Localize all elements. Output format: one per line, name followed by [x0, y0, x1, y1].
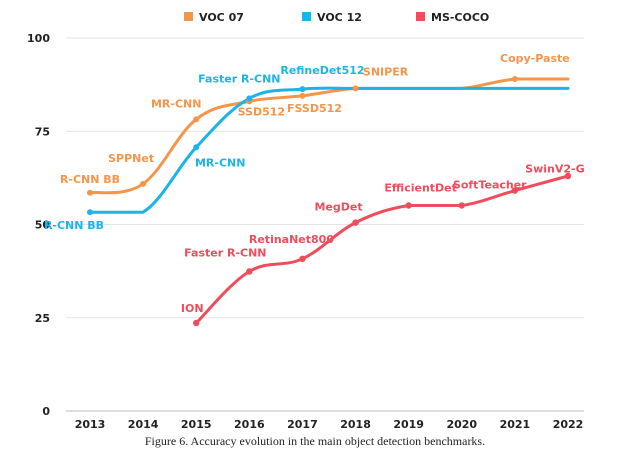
point-ms-coco-2017 — [299, 255, 306, 263]
x-tick-2021: 2021 — [500, 418, 531, 431]
label-ms-coco-efficientdet: EfficientDet — [384, 181, 456, 194]
y-tick-75: 75 — [35, 125, 50, 138]
x-tick-2015: 2015 — [181, 418, 212, 431]
label-voc-12-faster-r-cnn: Faster R-CNN — [198, 72, 280, 85]
chart-gridlines — [66, 37, 584, 412]
point-voc-07-2021 — [511, 76, 518, 83]
x-tick-2017: 2017 — [287, 418, 318, 431]
label-ms-coco-faster-r-cnn: Faster R-CNN — [184, 246, 266, 259]
legend-label-voc-12: VOC 12 — [317, 11, 362, 24]
point-ms-coco-2015 — [193, 319, 200, 327]
x-tick-2018: 2018 — [340, 418, 371, 431]
x-tick-2016: 2016 — [234, 418, 265, 431]
point-ms-coco-2020 — [458, 202, 465, 209]
y-tick-50: 50 — [35, 219, 51, 232]
label-ms-coco-swinv2-g: SwinV2-G — [525, 163, 584, 176]
label-voc-07-sppnet: SPPNet — [108, 152, 154, 165]
label-ms-coco-retinanet800: RetinaNet800 — [249, 233, 334, 246]
y-axis-tick-labels: 0 25 50 75 100 — [27, 32, 50, 418]
x-axis-tick-labels: 2013 2014 2015 2016 2017 2018 2019 2020 2021 2022 — [75, 418, 584, 431]
point-voc-07-2017 — [299, 92, 306, 99]
y-tick-25: 25 — [35, 312, 50, 325]
x-tick-2022: 2022 — [553, 418, 584, 431]
figure-caption: Figure 6. Accuracy evolution in the main… — [144, 434, 486, 448]
point-ms-coco-2022 — [564, 172, 572, 180]
point-labels: R-CNN BB SPPNet MR-CNN SSD512 FSSD512 SNIPER C… — [44, 52, 585, 315]
point-ms-coco-2018 — [352, 219, 359, 226]
point-voc-12-2016 — [246, 95, 253, 102]
x-tick-2014: 2014 — [128, 418, 159, 431]
point-ms-coco-2016 — [246, 268, 253, 275]
point-ms-coco-2021 — [511, 187, 519, 194]
point-voc-07-2014 — [140, 180, 147, 187]
label-voc-07-ssd512: SSD512 — [238, 105, 285, 118]
label-voc-07-mr-cnn: MR-CNN — [151, 97, 201, 110]
legend-label-voc-07: VOC 07 — [199, 11, 244, 24]
chart-legend: VOC 07 VOC 12 MS-COCO — [184, 11, 489, 24]
point-voc-12-2013 — [87, 209, 93, 216]
label-voc-12-refinedet512: RefineDet512 — [280, 64, 364, 77]
label-voc-07-copy-paste: Copy-Paste — [500, 52, 570, 65]
label-voc-07-r-cnn-bb: R-CNN BB — [60, 173, 120, 186]
y-tick-100: 100 — [27, 32, 50, 45]
y-tick-0: 0 — [42, 405, 50, 418]
x-tick-2020: 2020 — [446, 418, 477, 431]
point-ms-coco-2019 — [405, 202, 412, 209]
x-tick-2019: 2019 — [393, 418, 424, 431]
series-points — [87, 76, 572, 327]
point-voc-12-2017 — [299, 86, 306, 93]
point-voc-07-2018 — [352, 85, 359, 92]
legend-swatch-voc-12 — [302, 12, 311, 21]
point-voc-12-2015 — [193, 144, 200, 151]
label-voc-12-mr-cnn: MR-CNN — [195, 156, 245, 169]
x-tick-2013: 2013 — [75, 418, 106, 431]
legend-label-ms-coco: MS-COCO — [431, 11, 489, 24]
legend-swatch-ms-coco — [416, 12, 425, 21]
label-voc-07-sniper: SNIPER — [363, 65, 409, 78]
label-ms-coco-ion: ION — [181, 302, 204, 315]
point-voc-07-2013 — [87, 189, 93, 196]
series-line-voc-12 — [88, 86, 570, 214]
point-voc-07-2015 — [193, 116, 200, 123]
label-voc-07-fssd512: FSSD512 — [287, 102, 342, 115]
label-ms-coco-megdet: MegDet — [314, 201, 362, 214]
series-line-voc-07 — [88, 77, 570, 195]
legend-swatch-voc-07 — [184, 12, 193, 21]
label-ms-coco-softteacher: SoftTeacher — [453, 178, 527, 191]
label-voc-12-r-cnn-bb: R-CNN BB — [44, 219, 104, 232]
